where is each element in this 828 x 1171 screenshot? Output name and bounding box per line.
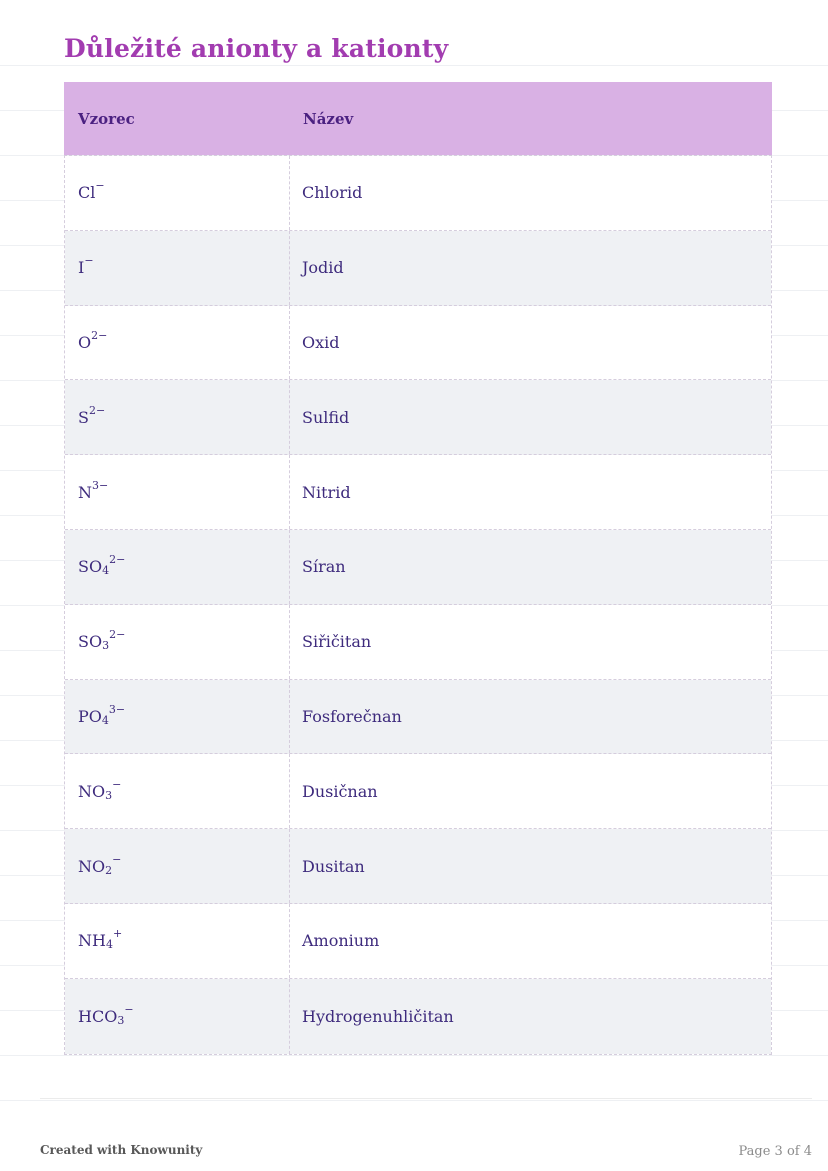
anion-cation-table: Vzorec Název Cl − Chlorid I − Jodid O 2− Oxid S 2−… — [64, 82, 772, 1055]
footer-page-indicator: Page 3 of 4 — [738, 1144, 812, 1159]
formula-cell: S 2− — [65, 380, 290, 455]
name-cell: Siřičitan — [302, 632, 372, 652]
page-title: Důležité anionty a kationty — [64, 34, 449, 63]
table-row: S 2− Sulfid — [65, 380, 771, 456]
table-row: N 3− Nitrid — [65, 455, 771, 530]
table-row: SO 3 2− Siřičitan — [65, 604, 771, 680]
name-cell: Nitrid — [302, 482, 351, 502]
table-row: HCO 3− Hydrogenuhličitan — [65, 978, 771, 1054]
name-cell: Fosforečnan — [302, 706, 402, 726]
table-header: Vzorec Název — [64, 82, 772, 155]
table-row: NO 2− Dusitan — [65, 829, 771, 904]
formula-cell: SO 3 2− — [65, 604, 290, 679]
formula-cell: NO 2− — [65, 829, 290, 903]
footer-divider — [40, 1098, 812, 1099]
name-cell: Síran — [302, 557, 346, 577]
name-cell: Oxid — [302, 332, 340, 352]
table-row: O 2− Oxid — [65, 305, 771, 381]
header-cell-nazev: Název — [303, 109, 354, 128]
table-row: I − Jodid — [65, 230, 771, 306]
table-row: PO 4 3− Fosforečnan — [65, 679, 771, 755]
table-row: NH 4 + Amonium — [65, 903, 771, 979]
formula-cell: Cl − — [65, 156, 290, 230]
formula-cell: SO 4 2− — [65, 529, 290, 604]
header-cell-vzorec: Vzorec — [78, 109, 135, 128]
table-row: SO 4 2− Síran — [65, 529, 771, 605]
formula-cell: PO 4 3− — [65, 679, 290, 754]
footer-credit: Created with Knowunity — [40, 1143, 203, 1157]
name-cell: Dusičnan — [302, 781, 378, 801]
formula-cell: NO 3− — [65, 754, 290, 829]
name-cell: Jodid — [302, 258, 344, 278]
formula-cell: N 3− — [65, 455, 290, 529]
name-cell: Sulfid — [302, 407, 350, 427]
table-body: Cl − Chlorid I − Jodid O 2− Oxid S 2− Sulfid N 3− Nitr… — [64, 155, 772, 1055]
table-row: Cl − Chlorid — [65, 156, 771, 231]
formula-cell: O 2− — [65, 305, 290, 380]
name-cell: Chlorid — [302, 183, 363, 203]
name-cell: Amonium — [302, 931, 380, 951]
name-cell: Hydrogenuhličitan — [302, 1006, 454, 1026]
formula-cell: HCO 3− — [65, 978, 290, 1054]
table-row: NO 3− Dusičnan — [65, 754, 771, 830]
name-cell: Dusitan — [302, 856, 365, 876]
formula-cell: NH 4 + — [65, 903, 290, 978]
formula-cell: I − — [65, 230, 290, 305]
